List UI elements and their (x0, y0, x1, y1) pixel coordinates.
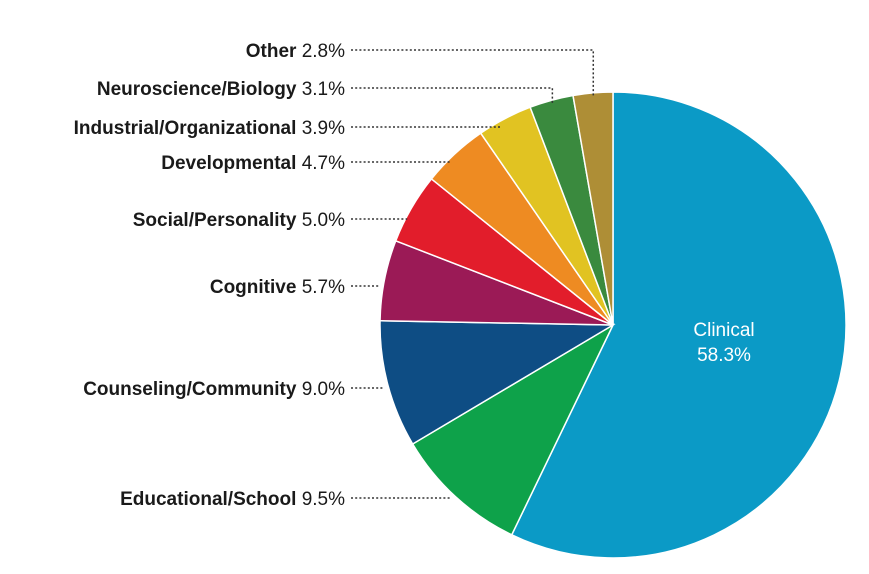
slice-label-cognitive: Cognitive 5.7% (210, 277, 345, 298)
slice-label-social-personality: Social/Personality 5.0% (133, 210, 345, 231)
slice-label-developmental: Developmental 4.7% (161, 153, 345, 174)
leader-lines (351, 49, 595, 499)
pie-slice-counseling-community (379, 319, 616, 446)
slice-value-neuroscience-biology: 3.1% (302, 79, 345, 100)
slice-value-other: 2.8% (302, 41, 345, 62)
slice-value-industrial-organizational: 3.9% (302, 118, 345, 139)
pie-slices (379, 91, 847, 559)
leader-line-neuroscience-biology (351, 87, 554, 105)
slice-value-counseling-community: 9.0% (302, 379, 345, 400)
slice-value-cognitive: 5.7% (302, 277, 345, 298)
slice-label-neuroscience-biology: Neuroscience/Biology 3.1% (97, 79, 345, 100)
slice-label-educational-school: Educational/School 9.5% (120, 489, 345, 510)
pie-slice-other (572, 91, 614, 326)
slice-value-developmental: 4.7% (302, 153, 345, 174)
slice-value-clinical: 58.3% (697, 345, 751, 366)
leader-line-other (351, 49, 595, 97)
slice-label-counseling-community: Counseling/Community 9.0% (83, 379, 345, 400)
slice-value-social-personality: 5.0% (302, 210, 345, 231)
pie-slice-educational-school (411, 323, 615, 536)
slice-label-other: Other 2.8% (246, 41, 345, 62)
slice-value-educational-school: 9.5% (302, 489, 345, 510)
slice-label-clinical: Clinical (693, 320, 754, 341)
pie-slice-clinical (510, 91, 847, 559)
slice-labels: Clinical 58.3% Educational/School 9.5% Coun… (74, 41, 755, 510)
slice-label-industrial-organizational: Industrial/Organizational 3.9% (74, 118, 345, 139)
